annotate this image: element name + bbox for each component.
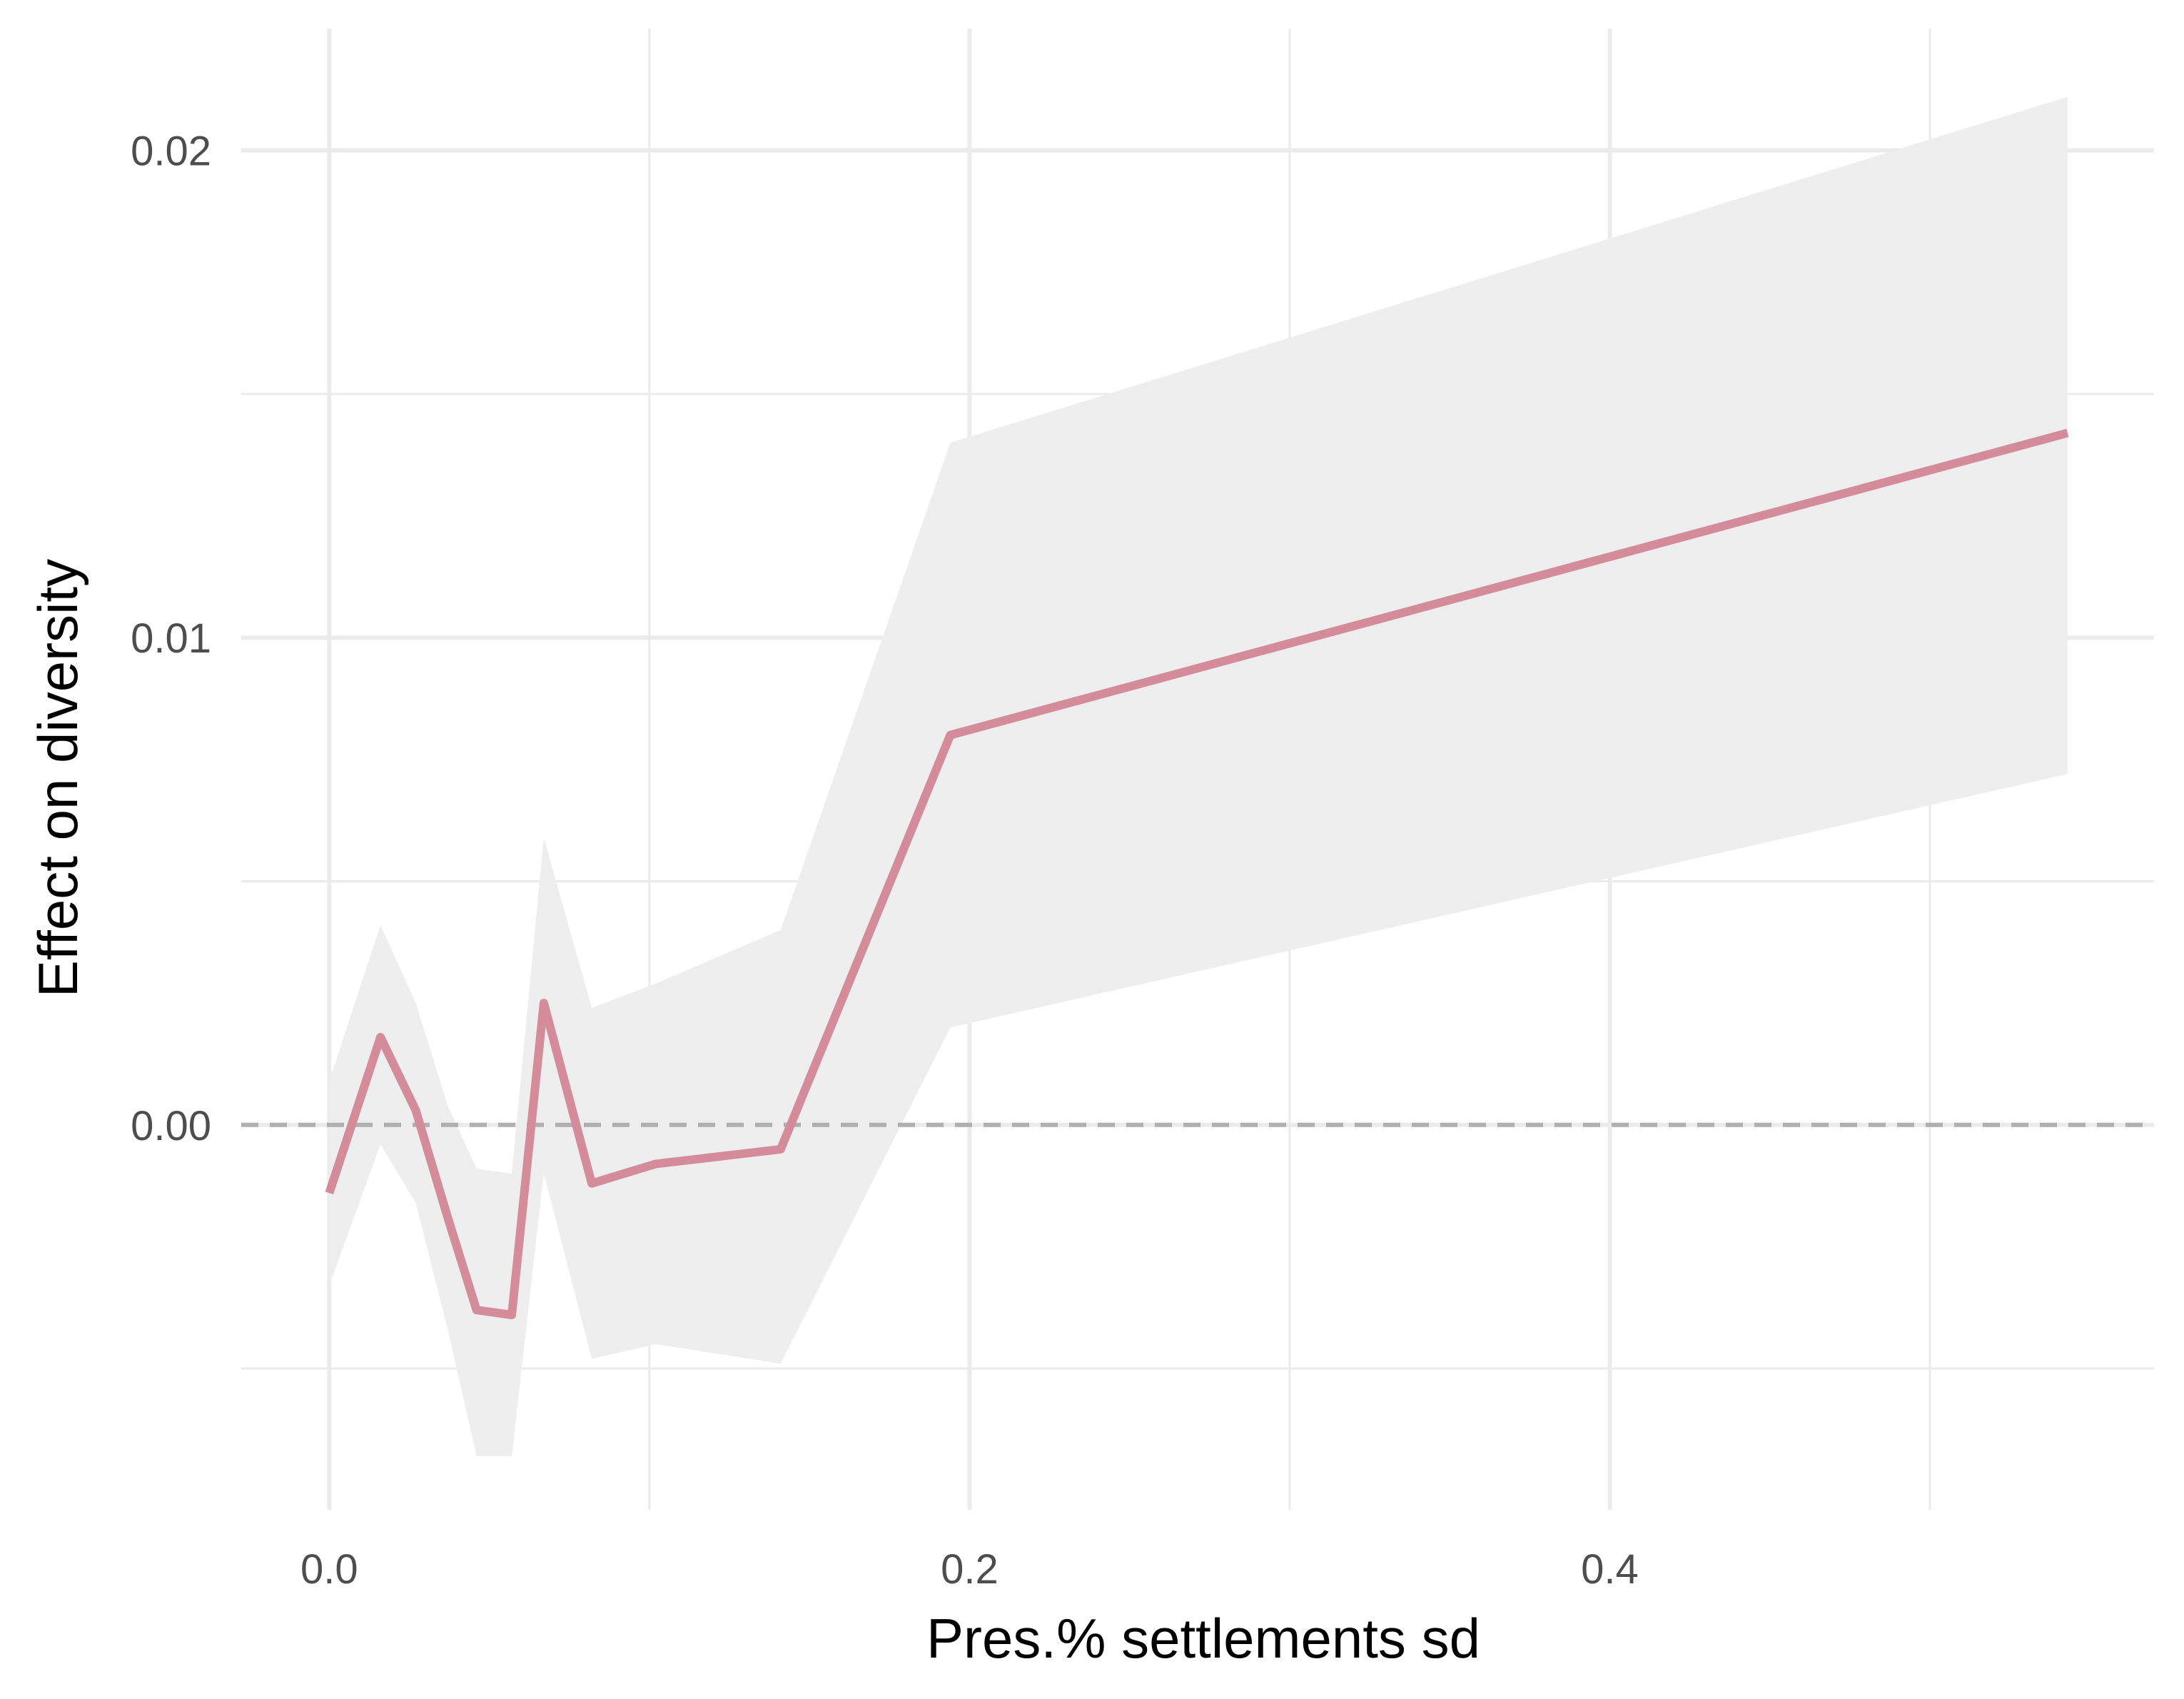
x-tick-label: 0.0 xyxy=(300,1546,358,1593)
series-line xyxy=(325,428,2069,1319)
y-tick-label: 0.00 xyxy=(131,1103,211,1149)
series-lines xyxy=(325,428,2069,1319)
y-tick-label: 0.02 xyxy=(131,128,211,175)
x-axis-title: Pres.% settlements sd xyxy=(926,1607,1480,1670)
x-tick-label: 0.4 xyxy=(1581,1546,1639,1593)
confidence-bands xyxy=(329,96,2068,1456)
y-tick-labels: 0.00 0.01 0.02 xyxy=(131,128,211,1149)
confidence-band xyxy=(329,96,2068,1456)
y-axis-title: Effect on diversity xyxy=(26,559,89,997)
x-tick-label: 0.2 xyxy=(941,1546,999,1593)
x-tick-labels: 0.0 0.2 0.4 xyxy=(300,1546,1639,1593)
y-tick-label: 0.01 xyxy=(131,615,211,662)
